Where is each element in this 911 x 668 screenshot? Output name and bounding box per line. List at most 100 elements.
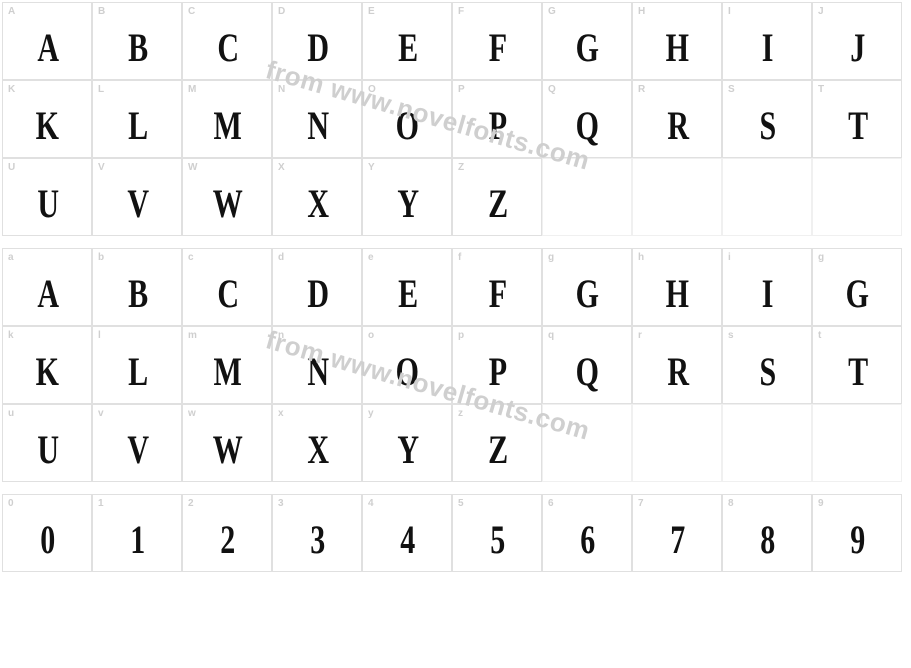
char-cell[interactable]: KK [2, 80, 92, 158]
char-cell[interactable]: cC [182, 248, 272, 326]
cell-label: z [458, 408, 463, 419]
cell-glyph: K [36, 348, 58, 395]
char-cell[interactable]: fF [452, 248, 542, 326]
char-cell[interactable]: mM [182, 326, 272, 404]
cell-glyph: Y [397, 426, 417, 473]
cell-glyph: B [128, 24, 147, 71]
char-cell[interactable]: uU [2, 404, 92, 482]
char-cell[interactable]: HH [632, 2, 722, 80]
char-cell[interactable]: 33 [272, 494, 362, 572]
char-cell[interactable]: CC [182, 2, 272, 80]
cell-label: 6 [548, 498, 554, 509]
char-cell-empty [542, 158, 632, 236]
char-cell[interactable]: xX [272, 404, 362, 482]
char-cell[interactable]: OO [362, 80, 452, 158]
char-cell[interactable]: TT [812, 80, 902, 158]
char-cell[interactable]: UU [2, 158, 92, 236]
character-map: AA BB CC DD EE FF GG HH II JJ KK LL MM N… [0, 0, 911, 574]
char-cell[interactable]: 55 [452, 494, 542, 572]
char-cell[interactable]: YY [362, 158, 452, 236]
char-cell[interactable]: BB [92, 2, 182, 80]
char-cell[interactable]: 99 [812, 494, 902, 572]
cell-label: r [638, 330, 642, 341]
cell-label: N [278, 84, 285, 95]
char-cell[interactable]: II [722, 2, 812, 80]
cell-label: 9 [818, 498, 824, 509]
cell-label: o [368, 330, 374, 341]
char-cell[interactable]: hH [632, 248, 722, 326]
char-cell[interactable]: 00 [2, 494, 92, 572]
cell-label: 2 [188, 498, 194, 509]
char-cell[interactable]: oO [362, 326, 452, 404]
char-cell[interactable]: pP [452, 326, 542, 404]
char-cell[interactable]: JJ [812, 2, 902, 80]
char-cell[interactable]: WW [182, 158, 272, 236]
cell-glyph: H [666, 24, 688, 71]
cell-glyph: E [398, 270, 417, 317]
cell-label: J [818, 6, 824, 17]
cell-label: O [368, 84, 376, 95]
char-cell[interactable]: iI [722, 248, 812, 326]
char-cell[interactable]: eE [362, 248, 452, 326]
char-cell[interactable]: 22 [182, 494, 272, 572]
char-cell[interactable]: vV [92, 404, 182, 482]
char-cell[interactable]: 11 [92, 494, 182, 572]
char-cell[interactable]: wW [182, 404, 272, 482]
char-cell[interactable]: QQ [542, 80, 632, 158]
char-cell[interactable]: nN [272, 326, 362, 404]
char-cell[interactable]: DD [272, 2, 362, 80]
char-cell[interactable]: bB [92, 248, 182, 326]
char-cell[interactable]: FF [452, 2, 542, 80]
char-row: 00 11 22 33 44 55 66 77 88 99 [2, 494, 909, 572]
char-cell[interactable]: 44 [362, 494, 452, 572]
cell-glyph: F [489, 270, 506, 317]
char-cell[interactable]: sS [722, 326, 812, 404]
char-cell[interactable]: SS [722, 80, 812, 158]
cell-label: l [98, 330, 101, 341]
cell-glyph: D [307, 270, 327, 317]
char-cell[interactable]: XX [272, 158, 362, 236]
char-cell[interactable]: PP [452, 80, 542, 158]
cell-glyph: X [307, 180, 327, 227]
char-cell[interactable]: zZ [452, 404, 542, 482]
char-cell[interactable]: gG [542, 248, 632, 326]
cell-glyph: 6 [580, 516, 594, 563]
char-cell[interactable]: RR [632, 80, 722, 158]
cell-label: v [98, 408, 104, 419]
char-row: kK lL mM nN oO pP qQ rR sS tT [2, 326, 909, 404]
char-cell[interactable]: qQ [542, 326, 632, 404]
char-cell[interactable]: dD [272, 248, 362, 326]
cell-label: i [728, 252, 731, 263]
char-cell[interactable]: AA [2, 2, 92, 80]
char-cell[interactable]: rR [632, 326, 722, 404]
char-cell[interactable]: MM [182, 80, 272, 158]
char-cell[interactable]: 66 [542, 494, 632, 572]
char-cell[interactable]: yY [362, 404, 452, 482]
char-cell[interactable]: GG [542, 2, 632, 80]
cell-label: X [278, 162, 285, 173]
cell-glyph: Q [576, 348, 598, 395]
char-cell[interactable]: 77 [632, 494, 722, 572]
char-cell[interactable]: 88 [722, 494, 812, 572]
char-cell[interactable]: aA [2, 248, 92, 326]
char-cell[interactable]: EE [362, 2, 452, 80]
char-cell[interactable]: VV [92, 158, 182, 236]
char-cell[interactable]: gG [812, 248, 902, 326]
char-cell[interactable]: kK [2, 326, 92, 404]
cell-label: e [368, 252, 374, 263]
cell-label: 1 [98, 498, 104, 509]
cell-label: H [638, 6, 645, 17]
char-row: uU vV wW xX yY zZ [2, 404, 909, 482]
char-cell[interactable]: ZZ [452, 158, 542, 236]
cell-glyph: 1 [130, 516, 144, 563]
char-cell[interactable]: tT [812, 326, 902, 404]
char-cell[interactable]: NN [272, 80, 362, 158]
cell-label: G [548, 6, 556, 17]
char-cell[interactable]: LL [92, 80, 182, 158]
cell-glyph: C [217, 270, 237, 317]
cell-label: 4 [368, 498, 374, 509]
cell-label: a [8, 252, 14, 263]
char-cell[interactable]: lL [92, 326, 182, 404]
cell-glyph: A [37, 24, 57, 71]
cell-glyph: U [37, 426, 57, 473]
